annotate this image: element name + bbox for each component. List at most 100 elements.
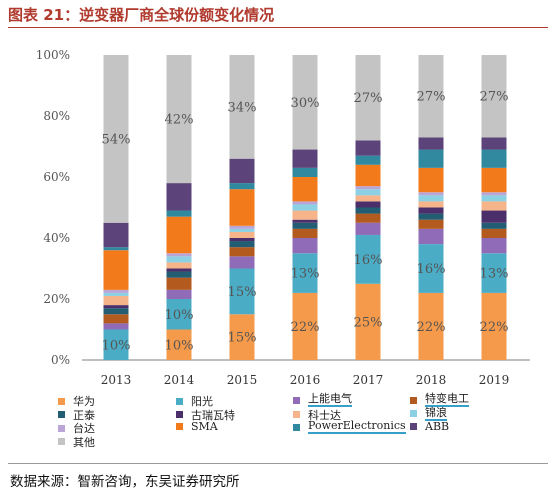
bar-segment <box>481 137 507 150</box>
bar-segment <box>418 219 444 229</box>
legend-swatch <box>58 397 65 405</box>
bar-segment <box>418 192 444 196</box>
legend-label: 正泰 <box>73 408 95 422</box>
legend-label: 锦浪 <box>425 405 447 421</box>
legend-item: 上能电气 <box>293 393 352 407</box>
x-tick-label: 2018 <box>416 373 447 387</box>
footer-divider <box>8 463 548 464</box>
x-tick-label: 2016 <box>290 373 321 387</box>
data-label: 16% <box>354 253 383 268</box>
data-label: 13% <box>480 267 509 282</box>
legend-label: PowerElectronics <box>308 419 406 434</box>
data-label: 30% <box>291 96 320 111</box>
bar-segment <box>355 55 381 141</box>
bar-segment <box>292 55 318 150</box>
bar-segment <box>481 55 507 138</box>
data-label: 34% <box>228 100 257 115</box>
bar-segment <box>166 216 192 254</box>
bar-segment <box>355 195 381 202</box>
legend-label: 华为 <box>73 395 95 408</box>
stacked-bar-chart: 0% 20% 40% 60% 80% 100% 2013 2014 2015 2016 2017 20… <box>36 48 530 387</box>
legend-swatch <box>293 396 300 404</box>
legend-item: ABB <box>410 420 449 433</box>
legend-label: 特变电工 <box>425 392 469 407</box>
legend-swatch <box>176 397 183 405</box>
legend-label: ABB <box>425 420 450 433</box>
bar-segment <box>418 292 444 360</box>
bar-segment <box>418 228 444 245</box>
bar-segment <box>103 295 129 306</box>
bar-segment <box>103 308 129 315</box>
bar-segment <box>103 314 129 324</box>
bar-segment <box>229 55 255 159</box>
bar-segment <box>229 268 255 315</box>
legend-swatch <box>293 411 300 418</box>
bar-segment <box>166 329 192 360</box>
bar-segment <box>418 195 444 202</box>
bar-segment <box>355 164 381 187</box>
bar-segment <box>481 149 507 168</box>
bar-segment <box>229 314 255 360</box>
bar-segment <box>355 207 381 214</box>
legend-label: 科士达 <box>308 408 341 422</box>
bar-segment <box>103 250 129 290</box>
x-tick-label: 2015 <box>227 373 258 387</box>
legend-swatch <box>410 410 417 417</box>
x-tick-label: 2019 <box>479 373 510 387</box>
bar-segment <box>355 140 381 156</box>
bar-segment <box>292 292 318 360</box>
legend-swatch <box>58 411 65 418</box>
data-label: 15% <box>228 331 257 346</box>
bar-segment <box>166 271 192 278</box>
y-tick-label: 60% <box>43 170 70 184</box>
legend-label: 台达 <box>73 422 95 435</box>
y-tick-label: 80% <box>43 109 70 123</box>
bar-segment <box>292 210 318 220</box>
legend-swatch <box>58 438 65 445</box>
bar-segment <box>355 283 381 360</box>
bar-segment <box>481 228 507 238</box>
data-label: 22% <box>480 320 509 335</box>
data-label: 27% <box>354 91 383 106</box>
bar-segment <box>166 55 192 184</box>
bar-segment <box>103 55 129 223</box>
bar-segment <box>103 292 129 296</box>
bar-segment <box>103 289 129 293</box>
legend-item: 锦浪 <box>410 405 447 421</box>
data-label: 54% <box>102 132 131 147</box>
legend-item: SMA <box>176 420 218 433</box>
legend-label: 上能电气 <box>308 392 352 407</box>
bar-segment <box>355 189 381 196</box>
bar-segment <box>418 244 444 293</box>
bar-segment <box>481 253 507 293</box>
data-label: 10% <box>102 338 131 353</box>
axis-layer: 0% 20% 40% 60% 80% 100% 2013 2014 2015 2016 2017 20… <box>36 48 530 387</box>
bar-segment <box>166 289 192 299</box>
bar-segment <box>166 253 192 257</box>
bar-segment <box>292 149 318 168</box>
x-tick-label: 2014 <box>164 373 195 387</box>
bar-segment <box>292 204 318 211</box>
bars-layer <box>103 55 507 360</box>
legend-swatch <box>293 423 300 431</box>
legend-item: 特变电工 <box>410 393 469 407</box>
bar-segment <box>355 201 381 208</box>
data-label: 16% <box>417 262 446 277</box>
bar-segment <box>418 149 444 168</box>
bar-segment <box>166 262 192 269</box>
data-label: 42% <box>165 113 194 128</box>
bar-segment <box>166 268 192 272</box>
y-tick-label: 100% <box>36 48 70 62</box>
data-label: 27% <box>417 90 446 105</box>
x-tick-label: 2017 <box>353 373 384 387</box>
bar-segment <box>418 201 444 208</box>
bar-segment <box>292 253 318 293</box>
bar-segment <box>292 238 318 254</box>
bar-segment <box>229 247 255 257</box>
bar-segment <box>481 222 507 229</box>
bar-segment <box>418 167 444 193</box>
bar-segment <box>229 189 255 226</box>
legend-item: 科士达 <box>293 407 341 423</box>
bar-segment <box>229 238 255 242</box>
legend-swatch <box>176 423 183 430</box>
